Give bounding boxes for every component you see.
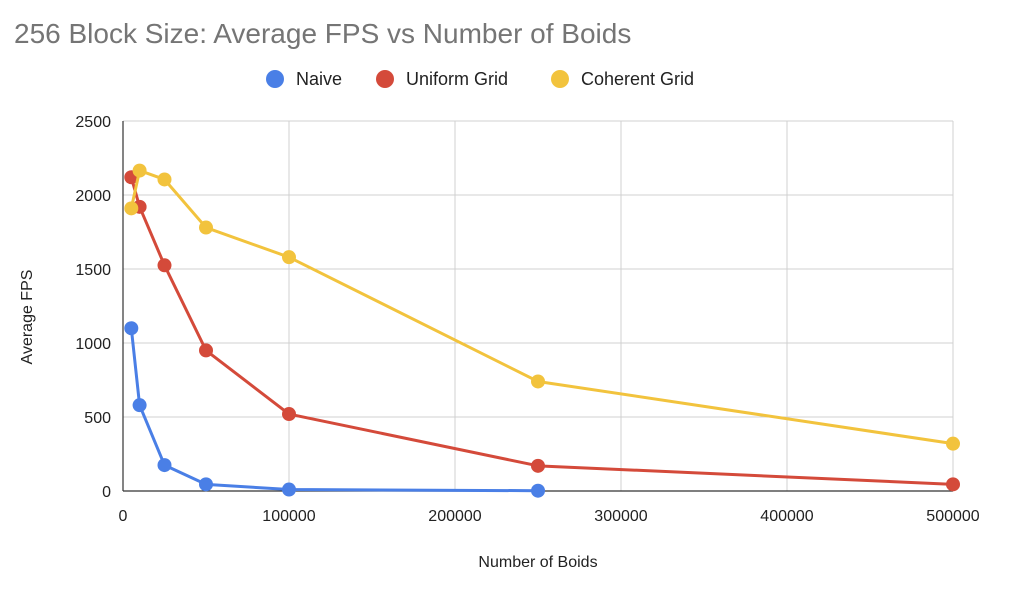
- legend-item-coherent-grid: Coherent Grid: [551, 69, 694, 89]
- x-tick-label: 200000: [428, 508, 481, 525]
- data-point-naive: [124, 321, 139, 336]
- legend-label: Coherent Grid: [581, 69, 694, 89]
- legend: Naive Uniform Grid Coherent Grid: [266, 69, 694, 89]
- y-tick-label: 2500: [75, 114, 111, 131]
- y-tick-label: 2000: [75, 188, 111, 205]
- x-tick-label: 0: [119, 508, 128, 525]
- legend-item-uniform-grid: Uniform Grid: [376, 69, 508, 89]
- data-point-coherent-grid: [199, 220, 213, 235]
- legend-label: Naive: [296, 69, 342, 89]
- data-point-coherent-grid: [132, 163, 147, 178]
- x-tick-label: 500000: [926, 508, 979, 525]
- chart-title: 256 Block Size: Average FPS vs Number of…: [14, 18, 631, 49]
- grid: [123, 120, 954, 491]
- data-point-naive: [157, 458, 172, 473]
- data-point-coherent-grid: [157, 172, 172, 187]
- data-point-naive: [531, 483, 545, 498]
- series-naive: [124, 321, 545, 498]
- legend-marker: [551, 70, 569, 88]
- legend-marker: [266, 70, 284, 88]
- y-tick-label: 0: [102, 484, 111, 501]
- data-point-uniform-grid: [946, 477, 960, 492]
- series-layer: [124, 163, 960, 498]
- data-point-naive: [199, 477, 213, 492]
- x-tick-label: 300000: [594, 508, 647, 525]
- legend-marker: [376, 70, 394, 88]
- data-point-uniform-grid: [282, 407, 296, 422]
- y-tick-label: 500: [84, 410, 111, 427]
- y-tick-label: 1000: [75, 336, 111, 353]
- x-tick-label: 100000: [262, 508, 315, 525]
- legend-label: Uniform Grid: [406, 69, 508, 89]
- legend-item-naive: Naive: [266, 69, 342, 89]
- series-line-naive: [129, 328, 539, 493]
- y-tick-label: 1500: [75, 262, 111, 279]
- x-axis-label: Number of Boids: [478, 554, 597, 571]
- x-tick-label: 400000: [760, 508, 813, 525]
- series-uniform-grid: [124, 170, 960, 492]
- data-point-coherent-grid: [946, 436, 960, 451]
- series-line-uniform-grid: [129, 176, 954, 486]
- data-point-naive: [282, 482, 296, 497]
- series-coherent-grid: [124, 163, 960, 451]
- data-point-uniform-grid: [157, 258, 172, 273]
- data-point-uniform-grid: [199, 343, 213, 358]
- data-point-uniform-grid: [531, 458, 545, 473]
- y-axis-label: Average FPS: [19, 270, 36, 365]
- data-point-coherent-grid: [124, 201, 139, 216]
- data-point-naive: [132, 398, 147, 413]
- data-point-coherent-grid: [282, 250, 296, 265]
- series-line-coherent-grid: [129, 169, 954, 446]
- data-point-coherent-grid: [531, 374, 545, 389]
